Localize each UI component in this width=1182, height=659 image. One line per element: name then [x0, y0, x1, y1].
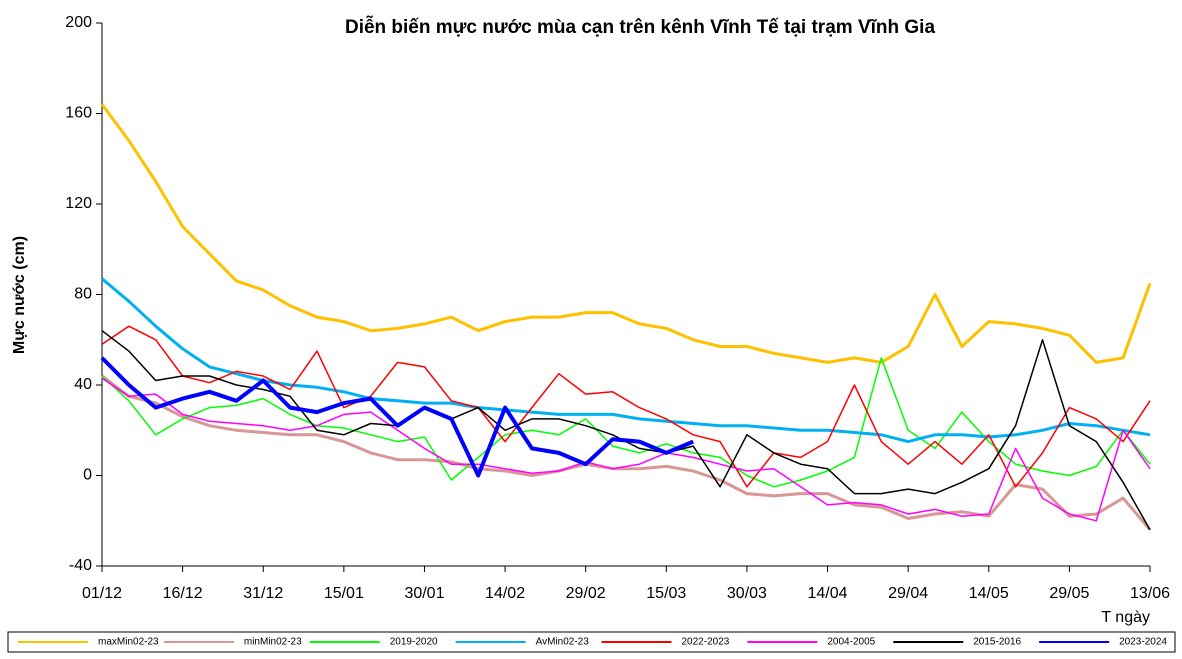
y-tick-label: 120 [65, 195, 92, 212]
x-tick-label: 30/03 [727, 585, 767, 602]
x-tick-label: 13/06 [1130, 585, 1170, 602]
x-tick-label: 29/02 [566, 585, 606, 602]
legend-label: 2004-2005 [827, 637, 875, 648]
legend-label: 2019-2020 [390, 637, 438, 648]
chart-title: Diễn biến mực nước mùa cạn trên kênh Vĩn… [345, 16, 935, 38]
y-tick-label: 0 [83, 467, 92, 484]
x-tick-label: 31/12 [243, 585, 283, 602]
x-tick-label: 15/01 [324, 585, 364, 602]
y-tick-label: 40 [74, 376, 92, 393]
y-tick-label: -40 [69, 557, 92, 574]
legend-box [7, 631, 1176, 653]
series-line [101, 357, 1151, 488]
legend-label: AvMin02-23 [536, 637, 590, 648]
x-tick-label: 29/05 [1049, 585, 1089, 602]
x-tick-label: 30/01 [404, 585, 444, 602]
series-line [101, 330, 1151, 531]
series-line [101, 325, 1151, 488]
x-tick-label: 14/04 [808, 585, 848, 602]
legend-label: 2023-2024 [1119, 637, 1167, 648]
x-tick-label: 14/02 [485, 585, 525, 602]
series-line [101, 374, 1152, 531]
series-line [100, 103, 1152, 364]
series-line [101, 377, 1151, 522]
x-axis-label: T ngày [1101, 609, 1150, 626]
legend-label: 2015-2016 [973, 637, 1021, 648]
x-tick-label: 14/05 [969, 585, 1009, 602]
x-tick-label: 16/12 [163, 585, 203, 602]
y-tick-label: 80 [74, 286, 92, 303]
series-line [101, 277, 1151, 444]
y-tick-label: 160 [65, 105, 92, 122]
legend-label: maxMin02-23 [98, 637, 159, 648]
x-tick-label: 15/03 [646, 585, 686, 602]
series-line [100, 356, 694, 478]
y-axis-label: Mực nước (cm) [11, 236, 28, 354]
x-tick-label: 29/04 [888, 585, 928, 602]
x-tick-label: 01/12 [82, 585, 122, 602]
y-tick-label: 200 [65, 14, 92, 31]
legend-label: minMin02-23 [244, 637, 302, 648]
legend-label: 2022-2023 [682, 637, 730, 648]
